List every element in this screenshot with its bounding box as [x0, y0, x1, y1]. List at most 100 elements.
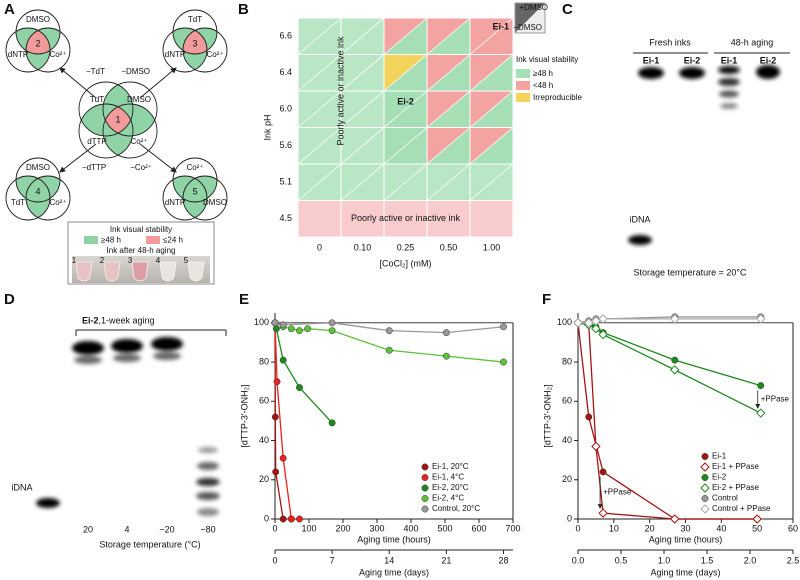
cell-diagonal	[340, 163, 385, 201]
x-tick-label: 10	[609, 523, 619, 533]
x-tick-label: 100	[301, 523, 316, 533]
cell-diagonal	[469, 163, 514, 201]
x-axis-label: Storage temperature (°C)	[99, 539, 200, 549]
lane-label: Ei-2	[684, 55, 701, 65]
panel-letter: D	[4, 291, 15, 308]
arrow	[59, 67, 97, 99]
panel-letter: A	[4, 1, 15, 18]
x-tick-label: 0.10	[354, 242, 372, 252]
marker	[279, 321, 287, 329]
legend-swatch	[516, 69, 530, 78]
band	[679, 67, 705, 79]
legend-label: <48 h	[533, 81, 553, 90]
x2-tick-label: 2.5	[787, 555, 800, 565]
venn-label: DMSO	[26, 163, 50, 172]
cell-diagonal	[383, 127, 428, 165]
x2-tick-label: 7	[330, 555, 335, 565]
cell-diagonal	[383, 17, 428, 55]
legend-label: ≤24 h	[163, 236, 183, 245]
legend-label: Ei-1, 20°C	[432, 462, 469, 471]
marker	[442, 352, 450, 360]
x2-tick-label: 1.0	[658, 555, 671, 565]
y-tick-label: 0	[264, 513, 269, 523]
y-tick-label: 0	[567, 513, 572, 523]
arrow	[59, 143, 97, 173]
lane-label: Ei-2	[760, 55, 777, 65]
legend-label: ≥48 h	[533, 69, 553, 78]
cell-diagonal	[340, 90, 385, 128]
marker	[599, 468, 607, 476]
x-tick-label: 400	[403, 523, 418, 533]
legend-title: Ink visual stability	[516, 55, 578, 64]
gel-c	[628, 65, 780, 245]
x2-tick-label: 14	[384, 555, 394, 565]
band	[74, 356, 102, 364]
band	[113, 354, 141, 362]
lane-label: Ei-1	[721, 55, 738, 65]
key-label: +DMSO	[519, 3, 548, 12]
marker	[279, 356, 287, 364]
cell-diagonal	[469, 17, 514, 55]
venn-circle	[78, 103, 134, 159]
legend-label: Ei-2, 4°C	[432, 494, 464, 503]
legend-marker	[700, 483, 710, 493]
band	[72, 341, 104, 355]
band	[628, 235, 652, 245]
y-axis-label: Ink pH	[262, 114, 272, 140]
legend-label: Control, 20°C	[432, 504, 480, 513]
marker	[598, 508, 608, 518]
band	[720, 103, 738, 109]
panel-letter: F	[542, 291, 551, 308]
marker	[756, 314, 766, 324]
legend-label: Control	[712, 494, 738, 503]
x2-tick-label: 1.5	[701, 555, 714, 565]
y-tick-label: 40	[562, 435, 572, 445]
y-axis-label: [dTTP-3′-ONH₂]	[239, 384, 249, 447]
y-tick-label: 20	[259, 474, 269, 484]
legend-label: Irreproducible	[533, 93, 582, 102]
band	[197, 462, 219, 470]
key-border	[514, 2, 546, 34]
venn-label: DMSO	[203, 198, 227, 207]
x2-axis-label: Aging time (days)	[359, 567, 429, 577]
venn-number: 5	[192, 186, 197, 196]
x-tick-label: 700	[505, 523, 520, 533]
band	[756, 65, 780, 79]
marker	[591, 316, 601, 326]
marker	[287, 325, 295, 333]
x2-axis-label: Aging time (days)	[650, 567, 720, 577]
venn-circle	[78, 81, 134, 137]
legend-marker	[421, 505, 429, 513]
legend-marker	[421, 484, 429, 492]
band	[196, 478, 220, 486]
x-tick-label: 500	[437, 523, 452, 533]
x-axis-label: [CoCl₂] (mM)	[380, 258, 432, 268]
legend-label: Ei-1	[712, 452, 727, 461]
venn-label: Co²⁺	[186, 163, 203, 172]
marker	[500, 358, 507, 366]
venn-label: DMSO	[26, 15, 50, 24]
group-label: 48-h aging	[731, 37, 774, 47]
x2-tick-label: 0.0	[572, 555, 585, 565]
legend-swatch	[516, 93, 530, 102]
marker	[385, 346, 393, 354]
y-tick-label: 6.6	[279, 31, 292, 41]
x-tick-label: 30	[680, 523, 690, 533]
x-tick-label: 40	[716, 523, 726, 533]
y-tick-label: 80	[562, 356, 572, 366]
venn-number: 2	[35, 38, 40, 48]
marker	[271, 413, 279, 421]
tube-number: 4	[156, 256, 161, 265]
arrow-label: −Co²⁺	[130, 163, 152, 172]
tube-number: 2	[100, 256, 105, 265]
y-tick-label: 6.4	[279, 67, 292, 77]
y-tick-label: 20	[562, 474, 572, 484]
venn-label: Co²⁺	[49, 198, 66, 207]
venn-label: Co²⁺	[49, 50, 66, 59]
band	[718, 78, 740, 86]
tube-number: 5	[184, 256, 189, 265]
band	[151, 337, 183, 351]
venn-number: 1	[115, 114, 120, 124]
